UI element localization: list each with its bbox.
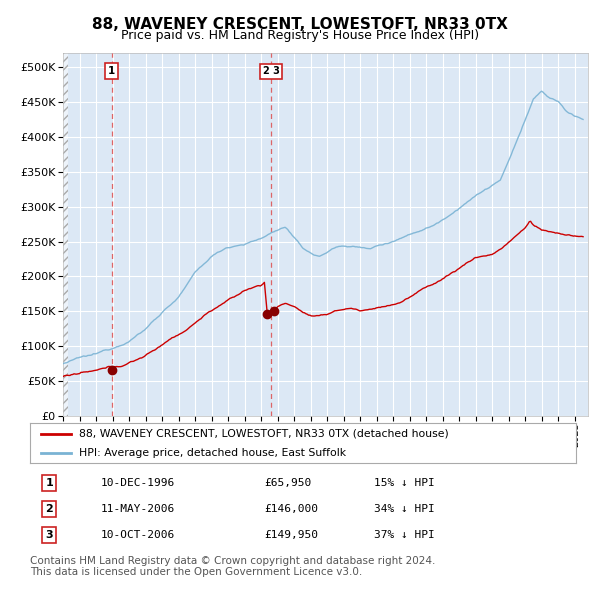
Text: 15% ↓ HPI: 15% ↓ HPI <box>374 478 435 488</box>
Text: £146,000: £146,000 <box>265 504 319 514</box>
Text: 2: 2 <box>45 504 53 514</box>
Text: 1: 1 <box>45 478 53 488</box>
Text: 88, WAVENEY CRESCENT, LOWESTOFT, NR33 0TX: 88, WAVENEY CRESCENT, LOWESTOFT, NR33 0T… <box>92 17 508 31</box>
Text: 1: 1 <box>108 66 115 76</box>
Bar <box>63 53 68 416</box>
Text: 3: 3 <box>45 530 53 540</box>
Text: £149,950: £149,950 <box>265 530 319 540</box>
Text: 11-MAY-2006: 11-MAY-2006 <box>101 504 175 514</box>
Text: 10-DEC-1996: 10-DEC-1996 <box>101 478 175 488</box>
Text: Price paid vs. HM Land Registry's House Price Index (HPI): Price paid vs. HM Land Registry's House … <box>121 29 479 42</box>
Text: 2 3: 2 3 <box>263 66 280 76</box>
Text: 37% ↓ HPI: 37% ↓ HPI <box>374 530 435 540</box>
Text: HPI: Average price, detached house, East Suffolk: HPI: Average price, detached house, East… <box>79 448 346 458</box>
Text: 10-OCT-2006: 10-OCT-2006 <box>101 530 175 540</box>
Text: Contains HM Land Registry data © Crown copyright and database right 2024.
This d: Contains HM Land Registry data © Crown c… <box>30 556 436 578</box>
Text: 88, WAVENEY CRESCENT, LOWESTOFT, NR33 0TX (detached house): 88, WAVENEY CRESCENT, LOWESTOFT, NR33 0T… <box>79 429 449 439</box>
Text: 34% ↓ HPI: 34% ↓ HPI <box>374 504 435 514</box>
Bar <box>63 53 68 416</box>
Text: £65,950: £65,950 <box>265 478 312 488</box>
